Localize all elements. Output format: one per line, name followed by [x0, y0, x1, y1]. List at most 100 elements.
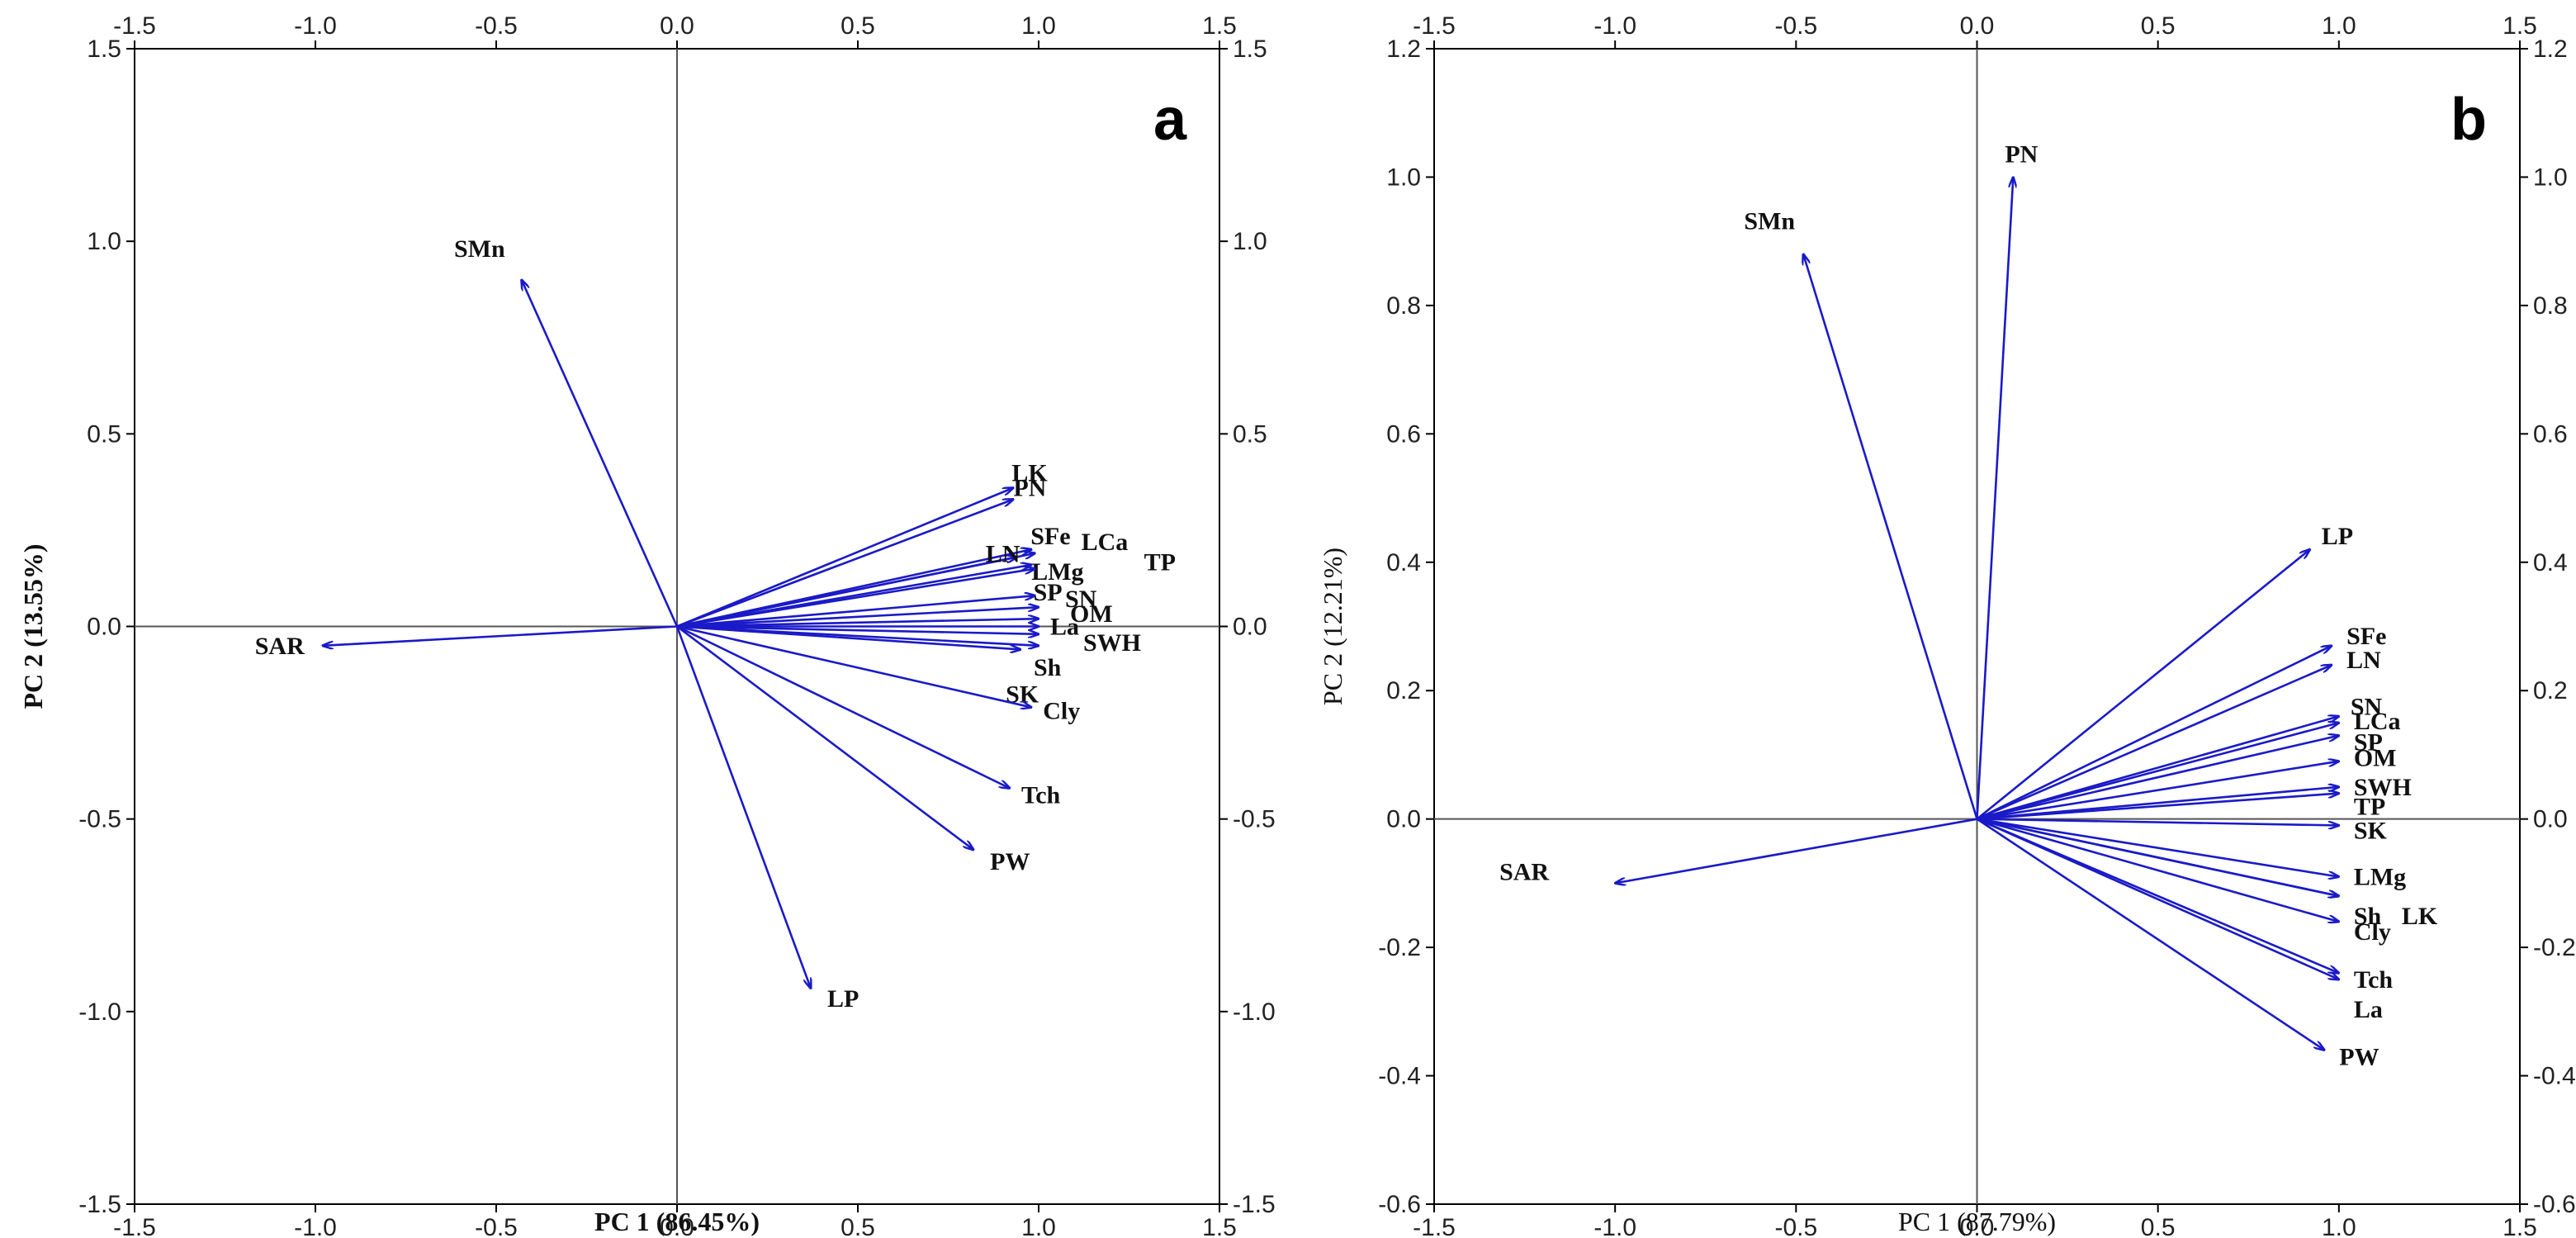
vector-label-lp: LP — [827, 985, 859, 1013]
x-tick-label-top: 1.0 — [1021, 12, 1056, 40]
vector-label-sn: SN — [1065, 586, 1097, 613]
y-tick-label-right: -0.2 — [2533, 934, 2576, 961]
vector-label-pn: PN — [1013, 475, 1046, 502]
x-tick-label-top: -1.5 — [113, 12, 156, 40]
vector-arrow-sar — [1615, 818, 1977, 884]
y-tick-label: 0.8 — [1386, 292, 1421, 320]
vector-arrow-om — [676, 619, 1039, 628]
vector-label-ln: LN — [2346, 647, 2381, 674]
x-tick-label: -0.5 — [1774, 1214, 1817, 1238]
vector-label-smn: SMn — [454, 235, 505, 263]
y-tick-label: 0.0 — [87, 614, 121, 641]
y-tick-label: -1.5 — [78, 1191, 121, 1218]
vector-arrow-smn — [1803, 254, 1978, 820]
vector-label-sar: SAR — [1499, 858, 1549, 885]
y-tick-label: 0.5 — [87, 420, 121, 448]
y-tick-label: 0.2 — [1386, 677, 1421, 704]
y-tick-label: 1.0 — [1386, 164, 1421, 191]
vector-label-tch: Tch — [2354, 966, 2394, 994]
vector-arrow-ln — [676, 557, 1017, 628]
x-tick-label: 0.5 — [2141, 1214, 2176, 1238]
y-tick-label-right: -0.5 — [1233, 806, 1276, 833]
vector-label-cly: Cly — [1043, 697, 1080, 724]
panel-b: -1.5 -1.5 -1.0 -1.0 -0.5 -0.5 0.0 0.0 0.5 0.5 1.0 1… — [1318, 12, 2576, 1238]
y-tick-label-right: 1.2 — [2533, 36, 2568, 63]
vector-arrow-la — [1976, 818, 2339, 979]
vector-label-ln: LN — [986, 541, 1020, 568]
vector-arrow-sp — [676, 595, 1035, 628]
y-tick-label: 0.6 — [1386, 420, 1421, 448]
vector-arrow-smn — [522, 280, 679, 628]
vector-arrow-sfe — [1976, 646, 2332, 820]
vector-arrow-lp — [1976, 549, 2310, 820]
vector-label-swh: SWH — [2354, 774, 2412, 801]
x-tick-label: -1.0 — [1593, 1214, 1636, 1238]
x-tick-label: 1.5 — [1202, 1214, 1237, 1238]
vector-label-lmg: LMg — [2354, 864, 2406, 891]
y-tick-label-right: 0.0 — [1233, 614, 1267, 641]
y-tick-label: -0.5 — [78, 806, 121, 833]
vector-label-om: OM — [2354, 745, 2397, 772]
vector-label-sp: SP — [2354, 729, 2383, 757]
vector-label-pw: PW — [990, 848, 1030, 875]
panel-label: b — [2451, 87, 2487, 153]
vector-arrow-sk — [1977, 818, 2339, 826]
y-tick-label: -0.4 — [1378, 1063, 1421, 1090]
vector-arrow-sp — [1977, 736, 2339, 820]
vector-label-lca: LCa — [2354, 708, 2401, 735]
y-axis-title: PC 2 (12.21%) — [1318, 548, 1347, 705]
x-tick-label: 1.0 — [2322, 1214, 2356, 1238]
vector-arrow-pn — [676, 500, 1013, 628]
x-tick-label-top: 1.5 — [2503, 12, 2537, 40]
vector-arrow-lp — [675, 626, 811, 989]
x-tick-label-top: 0.5 — [841, 12, 875, 40]
vector-arrow-sar — [323, 625, 678, 646]
x-tick-label-top: -0.5 — [475, 12, 518, 40]
y-tick-label-right: -1.0 — [1233, 998, 1276, 1026]
y-tick-label-right: 0.2 — [2533, 677, 2568, 704]
vector-arrow-lca — [1977, 723, 2339, 820]
vector-label-lca: LCa — [1082, 529, 1129, 556]
vector-label-om: OM — [1070, 600, 1113, 628]
vector-label-la: La — [1050, 614, 1079, 641]
y-tick-label-right: -0.6 — [2533, 1191, 2576, 1218]
x-tick-label-top: 0.5 — [2141, 12, 2176, 40]
vector-label-pw: PW — [2339, 1043, 2379, 1070]
vector-label-sk: SK — [1006, 681, 1039, 708]
vector-arrow-ln — [1976, 665, 2332, 820]
panel-a: -1.5 -1.5 -1.0 -1.0 -0.5 -0.5 0.0 0.0 0.5 0.5 1.0 1… — [18, 12, 1276, 1238]
vector-arrow-tp — [676, 569, 1035, 628]
vector-arrow-pw — [1976, 818, 2325, 1051]
vector-arrow-sk — [676, 625, 1020, 650]
vector-label-swh: SWH — [1083, 629, 1141, 657]
x-tick-label-top: 0.0 — [660, 12, 694, 40]
y-axis-title: PC 2 (13.55%) — [18, 544, 48, 709]
y-tick-label-right: 0.0 — [2533, 806, 2568, 833]
x-tick-label-top: -1.0 — [294, 12, 337, 40]
vector-label-smn: SMn — [1744, 208, 1795, 235]
y-tick-label: 1.0 — [87, 228, 121, 255]
vector-arrow-lmg — [1977, 818, 2339, 877]
x-tick-label: 1.0 — [1021, 1214, 1056, 1238]
vector-label-tch: Tch — [1021, 781, 1061, 809]
y-tick-label-right: 0.5 — [1233, 420, 1267, 448]
x-tick-label-top: -1.5 — [1413, 12, 1456, 40]
vector-label-tp: TP — [1144, 549, 1176, 576]
vector-label-lk: LK — [2402, 903, 2438, 930]
vector-arrow-om — [1977, 761, 2339, 820]
x-tick-label: -1.0 — [294, 1214, 337, 1238]
vector-label-sp: SP — [1034, 579, 1063, 606]
x-tick-label: 0.5 — [841, 1214, 875, 1238]
vector-label-lk: LK — [1011, 460, 1048, 487]
vector-label-sh: Sh — [2354, 903, 2382, 930]
x-tick-label-top: 0.0 — [1960, 12, 1995, 40]
x-axis-title: PC 1 (86.45%) — [594, 1207, 760, 1236]
vector-label-sk: SK — [2354, 817, 2388, 844]
y-tick-label: 1.5 — [87, 36, 121, 63]
vector-arrow-lk — [1977, 818, 2339, 896]
x-tick-label: -1.5 — [1413, 1214, 1456, 1238]
y-tick-label: 1.2 — [1386, 36, 1421, 63]
vector-arrow-tp — [1977, 794, 2339, 820]
panel-label: a — [1153, 87, 1187, 153]
y-tick-label-right: 0.4 — [2533, 549, 2568, 576]
